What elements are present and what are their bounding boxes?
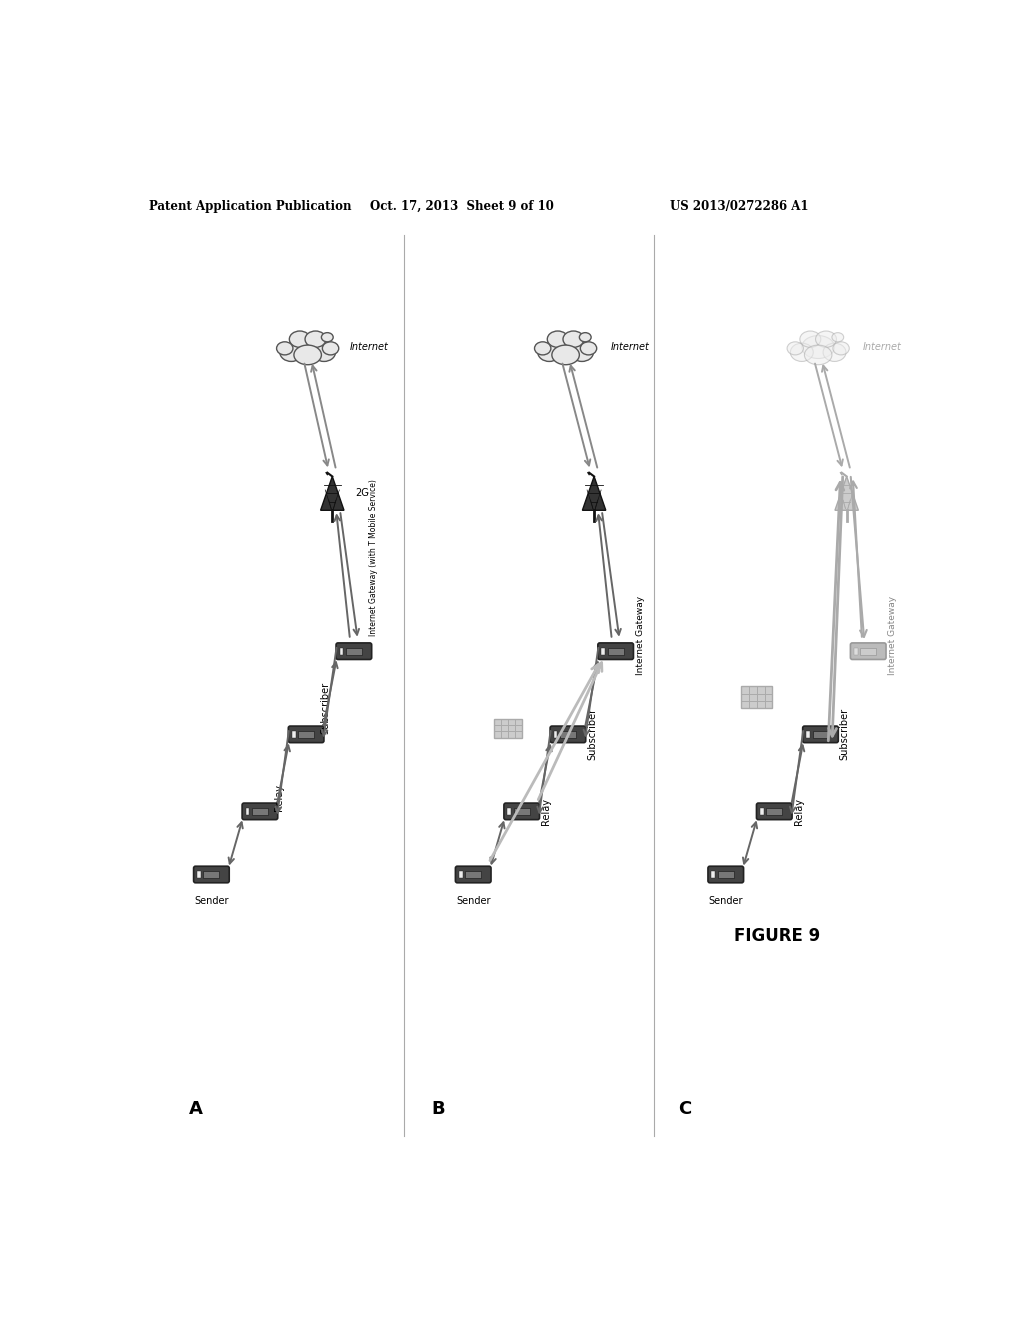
Text: Relay: Relay	[794, 797, 804, 825]
Bar	[340, 648, 343, 655]
Ellipse shape	[563, 331, 584, 347]
Ellipse shape	[549, 335, 582, 359]
Ellipse shape	[833, 342, 849, 355]
Ellipse shape	[547, 331, 568, 347]
FancyBboxPatch shape	[757, 803, 793, 820]
Ellipse shape	[581, 342, 597, 355]
Bar	[465, 871, 481, 878]
Text: Internet Gateway (with T Mobile Service): Internet Gateway (with T Mobile Service)	[370, 479, 379, 636]
Ellipse shape	[312, 343, 336, 362]
FancyBboxPatch shape	[550, 726, 586, 743]
Bar	[252, 808, 268, 814]
Bar	[560, 731, 575, 738]
Text: Sender: Sender	[195, 896, 228, 906]
Text: 2G: 2G	[355, 488, 369, 499]
FancyBboxPatch shape	[289, 726, 324, 743]
Ellipse shape	[294, 345, 322, 364]
Ellipse shape	[552, 345, 580, 364]
Ellipse shape	[570, 343, 594, 362]
FancyBboxPatch shape	[708, 866, 743, 883]
Ellipse shape	[580, 333, 591, 342]
Bar	[554, 731, 557, 738]
FancyBboxPatch shape	[598, 643, 634, 660]
FancyBboxPatch shape	[850, 643, 886, 660]
Text: Internet Gateway: Internet Gateway	[888, 597, 897, 676]
Ellipse shape	[815, 331, 837, 347]
Text: C: C	[678, 1101, 691, 1118]
Bar	[204, 871, 219, 878]
Ellipse shape	[787, 342, 804, 355]
Bar	[459, 871, 463, 878]
Text: Subscriber: Subscriber	[321, 682, 331, 734]
Text: Internet: Internet	[350, 342, 389, 352]
Text: A: A	[189, 1101, 203, 1118]
Bar	[346, 648, 361, 655]
Bar	[760, 808, 764, 814]
Ellipse shape	[535, 342, 551, 355]
Bar	[495, 718, 521, 738]
Text: FIGURE 9: FIGURE 9	[734, 927, 820, 945]
Polygon shape	[583, 477, 606, 511]
Text: Internet: Internet	[610, 342, 649, 352]
Ellipse shape	[831, 333, 844, 342]
Ellipse shape	[291, 335, 324, 359]
Text: Sender: Sender	[709, 896, 743, 906]
Ellipse shape	[823, 343, 846, 362]
Ellipse shape	[805, 345, 831, 364]
Text: Sender: Sender	[456, 896, 490, 906]
Bar	[601, 648, 605, 655]
Bar	[508, 808, 511, 814]
Bar	[607, 648, 624, 655]
Bar	[514, 808, 529, 814]
Text: Internet: Internet	[863, 342, 902, 352]
Ellipse shape	[280, 343, 303, 362]
Bar	[712, 871, 716, 878]
FancyBboxPatch shape	[803, 726, 839, 743]
Text: Subscriber: Subscriber	[587, 709, 597, 760]
Polygon shape	[835, 477, 858, 511]
Bar	[806, 731, 810, 738]
Ellipse shape	[802, 335, 835, 359]
Ellipse shape	[800, 331, 821, 347]
Ellipse shape	[305, 331, 326, 347]
Ellipse shape	[322, 333, 333, 342]
FancyBboxPatch shape	[456, 866, 492, 883]
Text: Relay: Relay	[274, 784, 285, 812]
Ellipse shape	[290, 331, 310, 347]
Text: Internet Gateway: Internet Gateway	[636, 597, 645, 676]
Text: Relay: Relay	[541, 797, 551, 825]
Bar	[860, 648, 877, 655]
Bar	[854, 648, 858, 655]
Ellipse shape	[791, 343, 813, 362]
Bar	[197, 871, 201, 878]
FancyBboxPatch shape	[242, 803, 278, 820]
FancyBboxPatch shape	[504, 803, 540, 820]
Bar	[740, 686, 772, 709]
Polygon shape	[321, 477, 344, 511]
Ellipse shape	[276, 342, 293, 355]
Ellipse shape	[538, 343, 561, 362]
Bar	[718, 871, 734, 878]
FancyBboxPatch shape	[194, 866, 229, 883]
Bar	[766, 808, 782, 814]
Text: Patent Application Publication: Patent Application Publication	[148, 199, 351, 213]
FancyBboxPatch shape	[336, 643, 372, 660]
Ellipse shape	[323, 342, 339, 355]
Text: Subscriber: Subscriber	[840, 709, 850, 760]
Bar	[292, 731, 296, 738]
Bar	[812, 731, 828, 738]
Bar	[298, 731, 314, 738]
Bar	[246, 808, 250, 814]
Text: B: B	[432, 1101, 445, 1118]
Text: US 2013/0272286 A1: US 2013/0272286 A1	[670, 199, 808, 213]
Text: Oct. 17, 2013  Sheet 9 of 10: Oct. 17, 2013 Sheet 9 of 10	[370, 199, 554, 213]
